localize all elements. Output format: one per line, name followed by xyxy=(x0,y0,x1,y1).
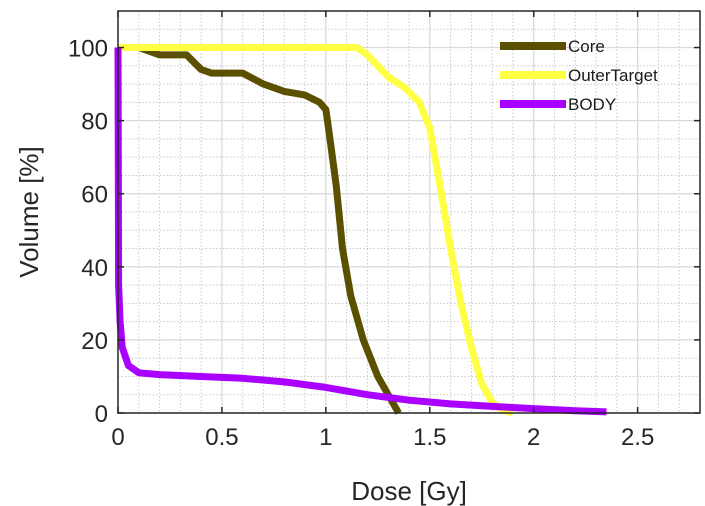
x-tick-label: 0 xyxy=(111,424,124,451)
series-line-core xyxy=(118,44,402,415)
y-tick-label: 60 xyxy=(81,182,108,209)
x-tick-label: 2.5 xyxy=(621,424,654,451)
x-tick-label: 1 xyxy=(319,424,332,451)
x-tick-labels: 0 0.5 1 1.5 2 2.5 xyxy=(111,424,654,451)
y-tick-label: 20 xyxy=(81,328,108,355)
y-tick-label: 40 xyxy=(81,255,108,282)
y-tick-label: 80 xyxy=(81,109,108,136)
y-tick-labels: 0 20 40 60 80 100 xyxy=(68,36,108,428)
legend: Core OuterTarget BODY xyxy=(500,37,658,114)
y-axis-title: Volume [%] xyxy=(14,146,44,278)
series-line-body xyxy=(114,47,607,416)
x-tick-label: 1.5 xyxy=(413,424,446,451)
x-axis-title: Dose [Gy] xyxy=(351,476,467,506)
plot-frame xyxy=(117,10,701,414)
y-tick-label: 100 xyxy=(68,36,108,63)
x-tick-label: 2 xyxy=(527,424,540,451)
legend-label-body: BODY xyxy=(568,95,616,114)
legend-label-outertarget: OuterTarget xyxy=(568,66,658,85)
series-layer xyxy=(114,44,607,417)
y-tick-label: 0 xyxy=(95,401,108,428)
series-line-outertarget xyxy=(118,44,514,417)
legend-label-core: Core xyxy=(568,37,605,56)
x-tick-label: 0.5 xyxy=(205,424,238,451)
axis-ticks xyxy=(117,11,700,414)
